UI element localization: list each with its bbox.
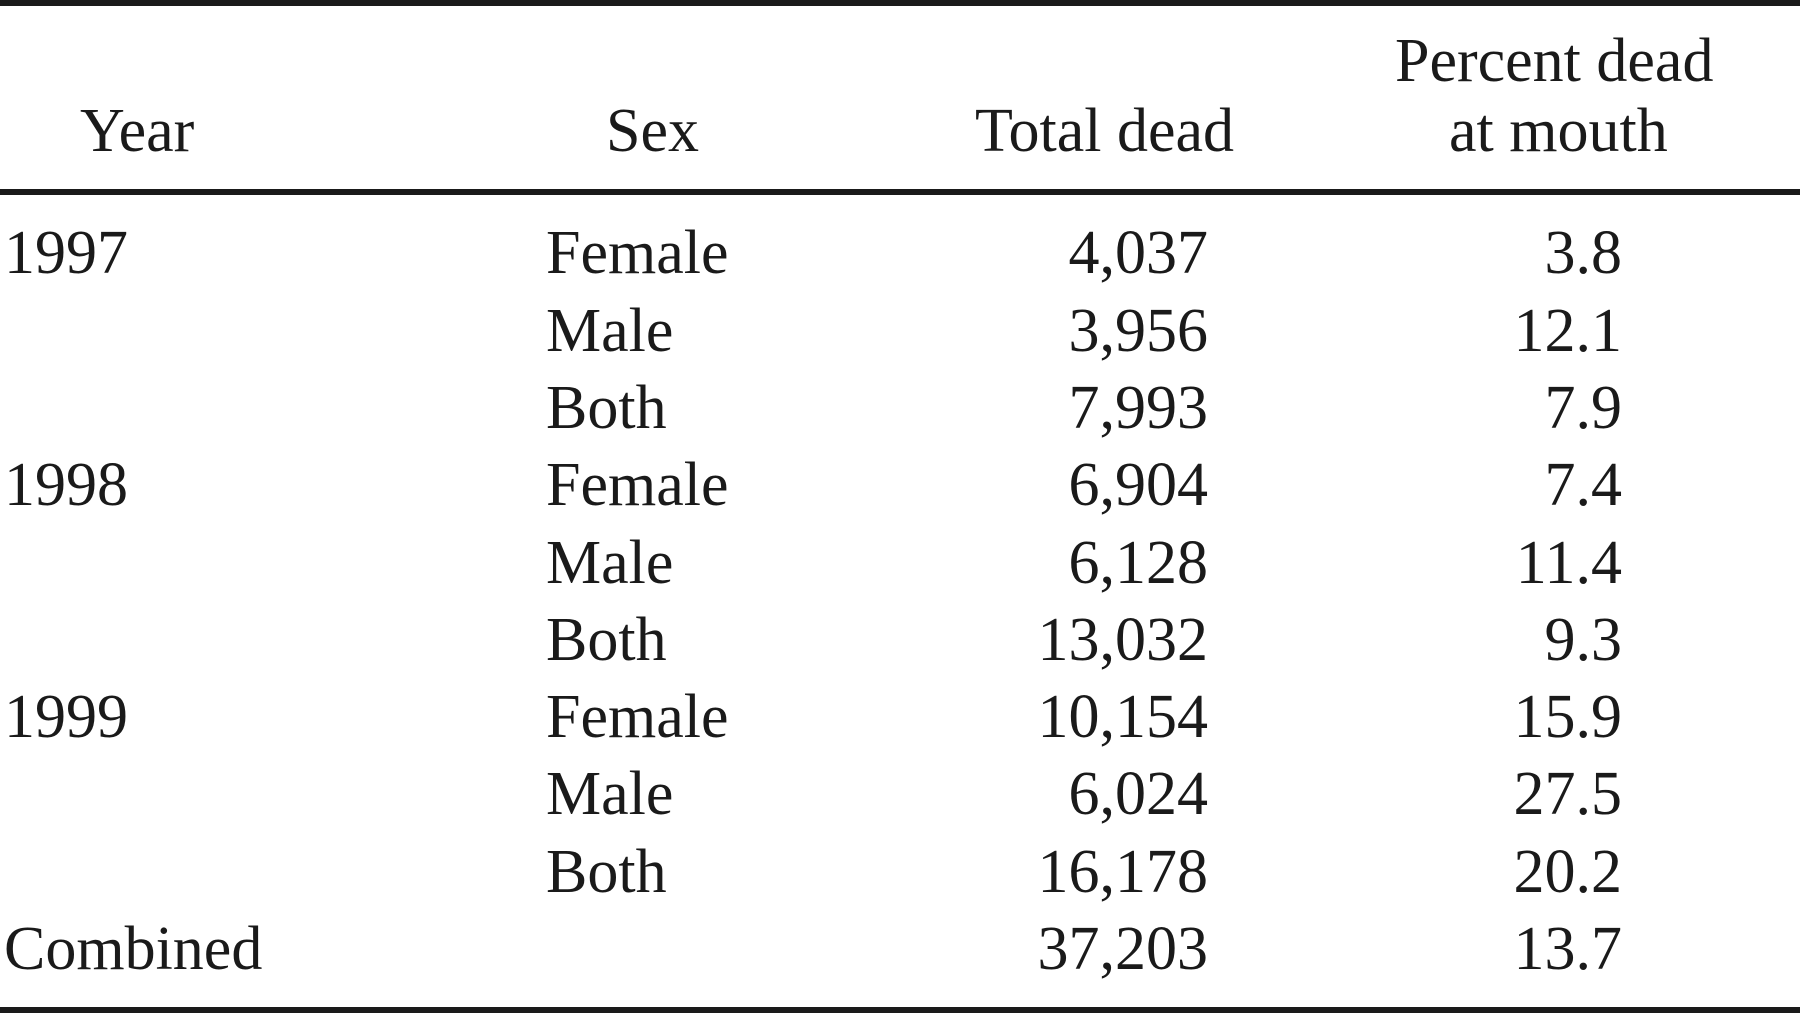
header-sex: Sex xyxy=(606,97,699,165)
cell-total-dead: 6,128 xyxy=(1068,529,1209,597)
cell-percent-dead: 27.5 xyxy=(1513,760,1623,828)
cell-year: 1997 xyxy=(4,219,128,287)
cell-percent-dead: 15.9 xyxy=(1513,683,1623,751)
cell-sex: Female xyxy=(546,219,729,287)
top-rule xyxy=(0,0,1800,6)
cell-percent-dead: 3.8 xyxy=(1544,219,1623,287)
cell-percent-dead: 20.2 xyxy=(1513,838,1623,906)
cell-sex: Both xyxy=(546,838,667,906)
cell-percent-dead: 13.7 xyxy=(1513,915,1623,983)
cell-total-dead: 3,956 xyxy=(1068,297,1209,365)
cell-sex: Male xyxy=(546,529,674,597)
cell-year: 1999 xyxy=(4,683,128,751)
cell-sex: Male xyxy=(546,297,674,365)
cell-percent-dead: 9.3 xyxy=(1544,606,1623,674)
cell-year: 1998 xyxy=(4,451,128,519)
cell-percent-dead: 11.4 xyxy=(1515,529,1622,597)
header-total-dead: Total dead xyxy=(975,97,1235,165)
cell-sex: Female xyxy=(546,451,729,519)
cell-sex: Both xyxy=(546,606,667,674)
header-percent-dead-line2: at mouth xyxy=(1449,97,1668,165)
cell-total-dead: 6,024 xyxy=(1068,760,1209,828)
cell-percent-dead: 7.4 xyxy=(1544,451,1623,519)
cell-sex: Both xyxy=(546,374,667,442)
cell-total-dead: 16,178 xyxy=(1037,838,1209,906)
cell-total-dead: 13,032 xyxy=(1037,606,1209,674)
cell-percent-dead: 12.1 xyxy=(1513,297,1623,365)
cell-sex: Male xyxy=(546,760,674,828)
cell-percent-dead: 7.9 xyxy=(1544,374,1623,442)
header-percent-dead-line1: Percent dead xyxy=(1395,27,1714,95)
cell-total-dead: 10,154 xyxy=(1037,683,1209,751)
cell-total-dead: 4,037 xyxy=(1068,219,1209,287)
cell-total-dead: 6,904 xyxy=(1068,451,1209,519)
cell-year: Combined xyxy=(4,915,263,983)
header-year: Year xyxy=(80,97,195,165)
header-rule xyxy=(0,189,1800,195)
bottom-rule xyxy=(0,1007,1800,1013)
cell-total-dead: 7,993 xyxy=(1068,374,1209,442)
cell-sex: Female xyxy=(546,683,729,751)
cell-total-dead: 37,203 xyxy=(1037,915,1209,983)
